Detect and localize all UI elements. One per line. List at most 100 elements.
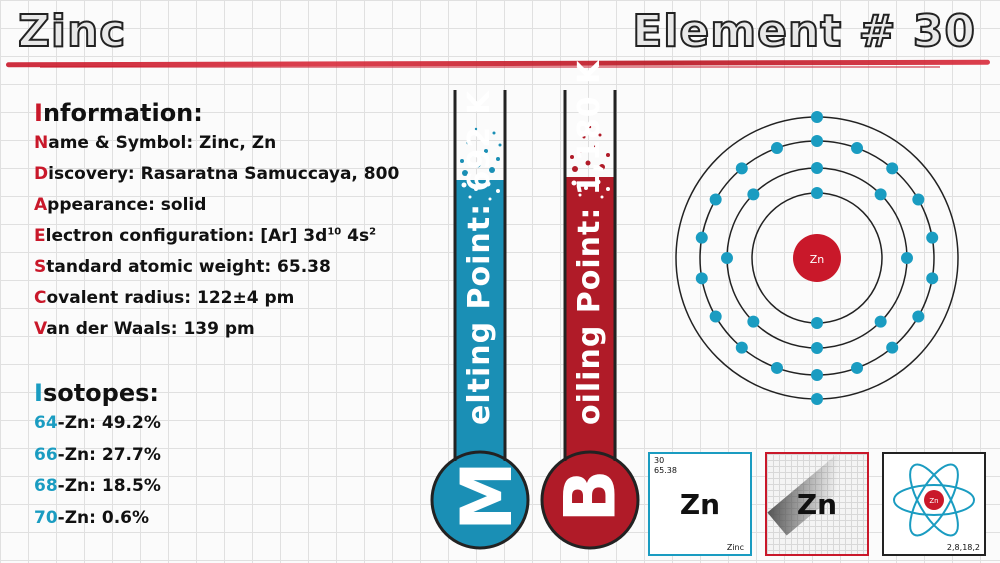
header-divider-accent (40, 66, 940, 68)
boiling-bubbles (570, 125, 610, 172)
isotope-row: 70-Zn: 0.6% (34, 503, 234, 535)
electron-shell-3 (695, 272, 708, 285)
nucleus-symbol: Zn (810, 253, 825, 266)
electron-shell-1 (811, 317, 823, 329)
isotope-row: 64-Zn: 49.2% (34, 408, 234, 440)
electrons (695, 111, 939, 405)
info-row-cap: A (34, 195, 48, 215)
isotope-mass: 64 (34, 413, 58, 433)
isotope-row: 66-Zn: 27.7% (34, 440, 234, 472)
card-symbol: Zn (679, 488, 721, 521)
info-row-cap: E (34, 226, 46, 246)
thermometers (430, 90, 640, 550)
isotopes-heading-rest: sotopes: (42, 379, 160, 407)
isotope-mass: 70 (34, 507, 58, 528)
electron-shell-3 (851, 361, 864, 374)
electron-shell-3 (770, 361, 783, 374)
electron-shell-3 (811, 369, 823, 381)
orbital-card: Zn 2,8,18,2 (882, 452, 986, 556)
boiling-thermometer (540, 90, 640, 550)
electron-shell-3 (709, 310, 722, 323)
element-number-title: Element # 30 (631, 5, 976, 58)
orbital-card-symbol: Zn (929, 497, 938, 505)
element-name-title: Zinc (17, 5, 127, 58)
config-superscript: 10 (327, 226, 342, 238)
electron-shell-3 (709, 193, 722, 206)
electron-shell-4 (811, 393, 823, 405)
melting-fill (456, 180, 504, 500)
isotope-mass: 68 (34, 476, 58, 496)
info-row-electron-config: Electron configuration: [Ar] 3d10 4s2 (34, 221, 444, 252)
electron-shell-3 (695, 231, 708, 244)
electron-shell-2 (811, 162, 823, 174)
isotope-abundance: -Zn: 49.2% (57, 413, 161, 433)
electron-shell-3 (886, 341, 899, 354)
isotope-abundance: -Zn: 27.7% (57, 444, 161, 465)
electron-shell-3 (735, 162, 748, 175)
boiling-point-text: oiling Point: 1,180 K (572, 59, 607, 425)
atom-diagram: Zn (675, 111, 959, 405)
info-row-cap: V (34, 319, 47, 339)
orbital-icon: Zn (893, 463, 975, 537)
electron-shell-2 (721, 252, 733, 264)
boiling-neck (567, 465, 613, 505)
melting-foam (461, 181, 500, 201)
electron-shell-4 (811, 111, 823, 123)
info-row-text: 4s (341, 226, 370, 246)
melting-bubbles (460, 127, 502, 176)
isotope-row: 68-Zn: 18.5% (34, 471, 234, 503)
card-atomic-weight: 65.38 (654, 466, 677, 475)
information-heading-rest: nformation: (42, 99, 203, 127)
info-row-text: an der Waals: 139 pm (46, 319, 255, 339)
info-row-text: ovalent radius: 122±4 pm (46, 288, 295, 308)
isotope-abundance: -Zn: 18.5% (57, 476, 161, 496)
electron-shell-3 (811, 135, 823, 147)
melting-neck (457, 465, 503, 505)
info-row-appearance: Appearance: solid (34, 190, 444, 221)
info-row-text: tandard atomic weight: 65.38 (46, 257, 331, 277)
card-symbol: Zn (796, 488, 838, 521)
info-row-text: lectron configuration: [Ar] 3d (45, 226, 328, 246)
electron-shell-2 (874, 188, 887, 201)
info-row-text: ame & Symbol: Zinc, Zn (48, 133, 277, 153)
electron-shell-3 (912, 193, 925, 206)
electron-shell-2 (747, 188, 760, 201)
melting-thermometer (430, 90, 530, 550)
card-name: Zinc (726, 543, 744, 552)
electron-shell-3 (851, 142, 864, 155)
electron-shell-3 (926, 231, 939, 244)
electron-shell-3 (912, 310, 925, 323)
info-row-cap: S (34, 257, 47, 277)
info-row-text: ppearance: solid (47, 195, 207, 215)
info-row-cap: D (34, 164, 49, 184)
isotopes-section: Isotopes: 64-Zn: 49.2% 66-Zn: 27.7% 68-Z… (34, 378, 234, 534)
isotopes-heading-cap: I (34, 379, 43, 407)
isotope-abundance: -Zn: 0.6% (57, 507, 150, 528)
isotopes-heading: Isotopes: (34, 378, 234, 408)
electron-shell-3 (926, 272, 939, 285)
boiling-fill (566, 177, 614, 500)
boiling-point-label: oiling Point: 1,180 K (572, 60, 607, 425)
melting-point-label: elting Point: 692 K (462, 90, 497, 425)
information-heading: Information: (34, 98, 444, 128)
periodic-card: 30 65.38 Zn Zinc (648, 452, 752, 556)
boiling-foam (571, 179, 610, 199)
card-electron-config: 2,8,18,2 (946, 543, 980, 552)
info-row-text: iscovery: Rasaratna Samuccaya, 800 (48, 164, 400, 184)
boiling-big-letter: B (549, 469, 632, 523)
info-row-covalent-radius: Covalent radius: 122±4 pm (34, 283, 444, 314)
electron-shell-2 (811, 342, 823, 354)
info-row-discovery: Discovery: Rasaratna Samuccaya, 800 (34, 159, 444, 190)
info-row-name: Name & Symbol: Zinc, Zn (34, 128, 444, 159)
information-section: Information: Name & Symbol: Zinc, Zn Dis… (34, 98, 444, 345)
nucleus (793, 234, 841, 282)
electron-shell-2 (901, 252, 913, 264)
info-row-cap: N (34, 133, 49, 153)
electron-shell-2 (874, 315, 887, 328)
info-row-van-der-waals: Van der Waals: 139 pm (34, 314, 444, 345)
config-superscript: 2 (369, 226, 377, 238)
electron-shell-3 (886, 162, 899, 175)
electron-shell-3 (735, 341, 748, 354)
melting-big-letter: M (445, 461, 528, 531)
info-row-cap: C (34, 288, 47, 308)
